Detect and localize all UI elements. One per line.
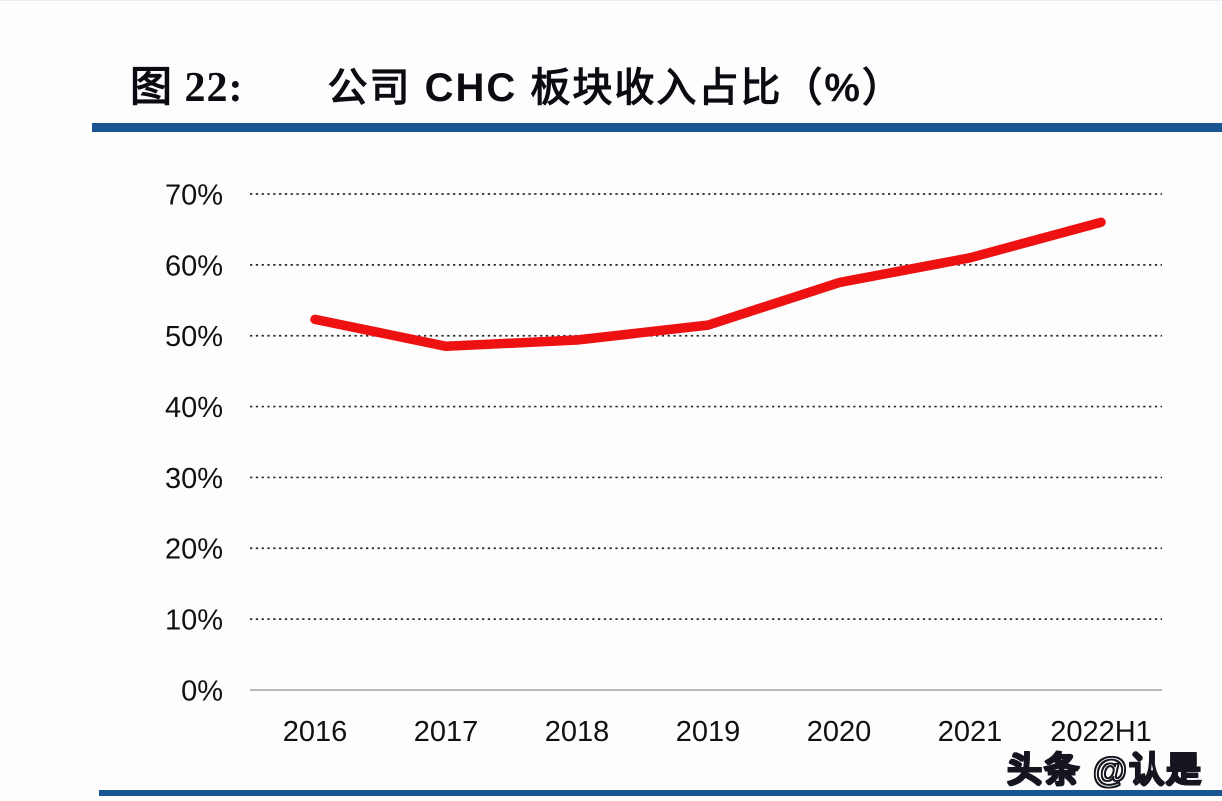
- revenue-share-line: [310, 217, 1106, 352]
- x-tick-label: 2020: [807, 716, 872, 748]
- x-tick-label: 2018: [545, 716, 610, 748]
- figure-number-label: 图 22:: [130, 65, 244, 111]
- x-tick-label: 2022H1: [1050, 716, 1152, 748]
- y-tick-label: 30%: [165, 463, 223, 495]
- y-tick-label: 50%: [165, 321, 223, 353]
- y-tick-label: 20%: [165, 534, 223, 566]
- watermark-text: 头条 @认是: [1006, 750, 1203, 791]
- figure-title: 公司 CHC 板块收入占比（%）: [327, 66, 904, 110]
- x-tick-label: 2016: [283, 716, 348, 748]
- header-divider-bar: [92, 123, 1222, 132]
- bottom-divider-bar: [99, 790, 1222, 796]
- y-tick-label: 10%: [165, 605, 223, 637]
- x-tick-label: 2021: [938, 716, 1003, 748]
- x-tick-label: 2019: [676, 716, 741, 748]
- figure-header: 图 22: 公司 CHC 板块收入占比（%）: [130, 53, 904, 114]
- x-tick-label: 2017: [414, 716, 479, 748]
- y-tick-label: 70%: [165, 179, 223, 211]
- y-tick-label: 0%: [181, 675, 223, 707]
- y-tick-label: 60%: [165, 250, 223, 282]
- y-tick-label: 40%: [165, 392, 223, 424]
